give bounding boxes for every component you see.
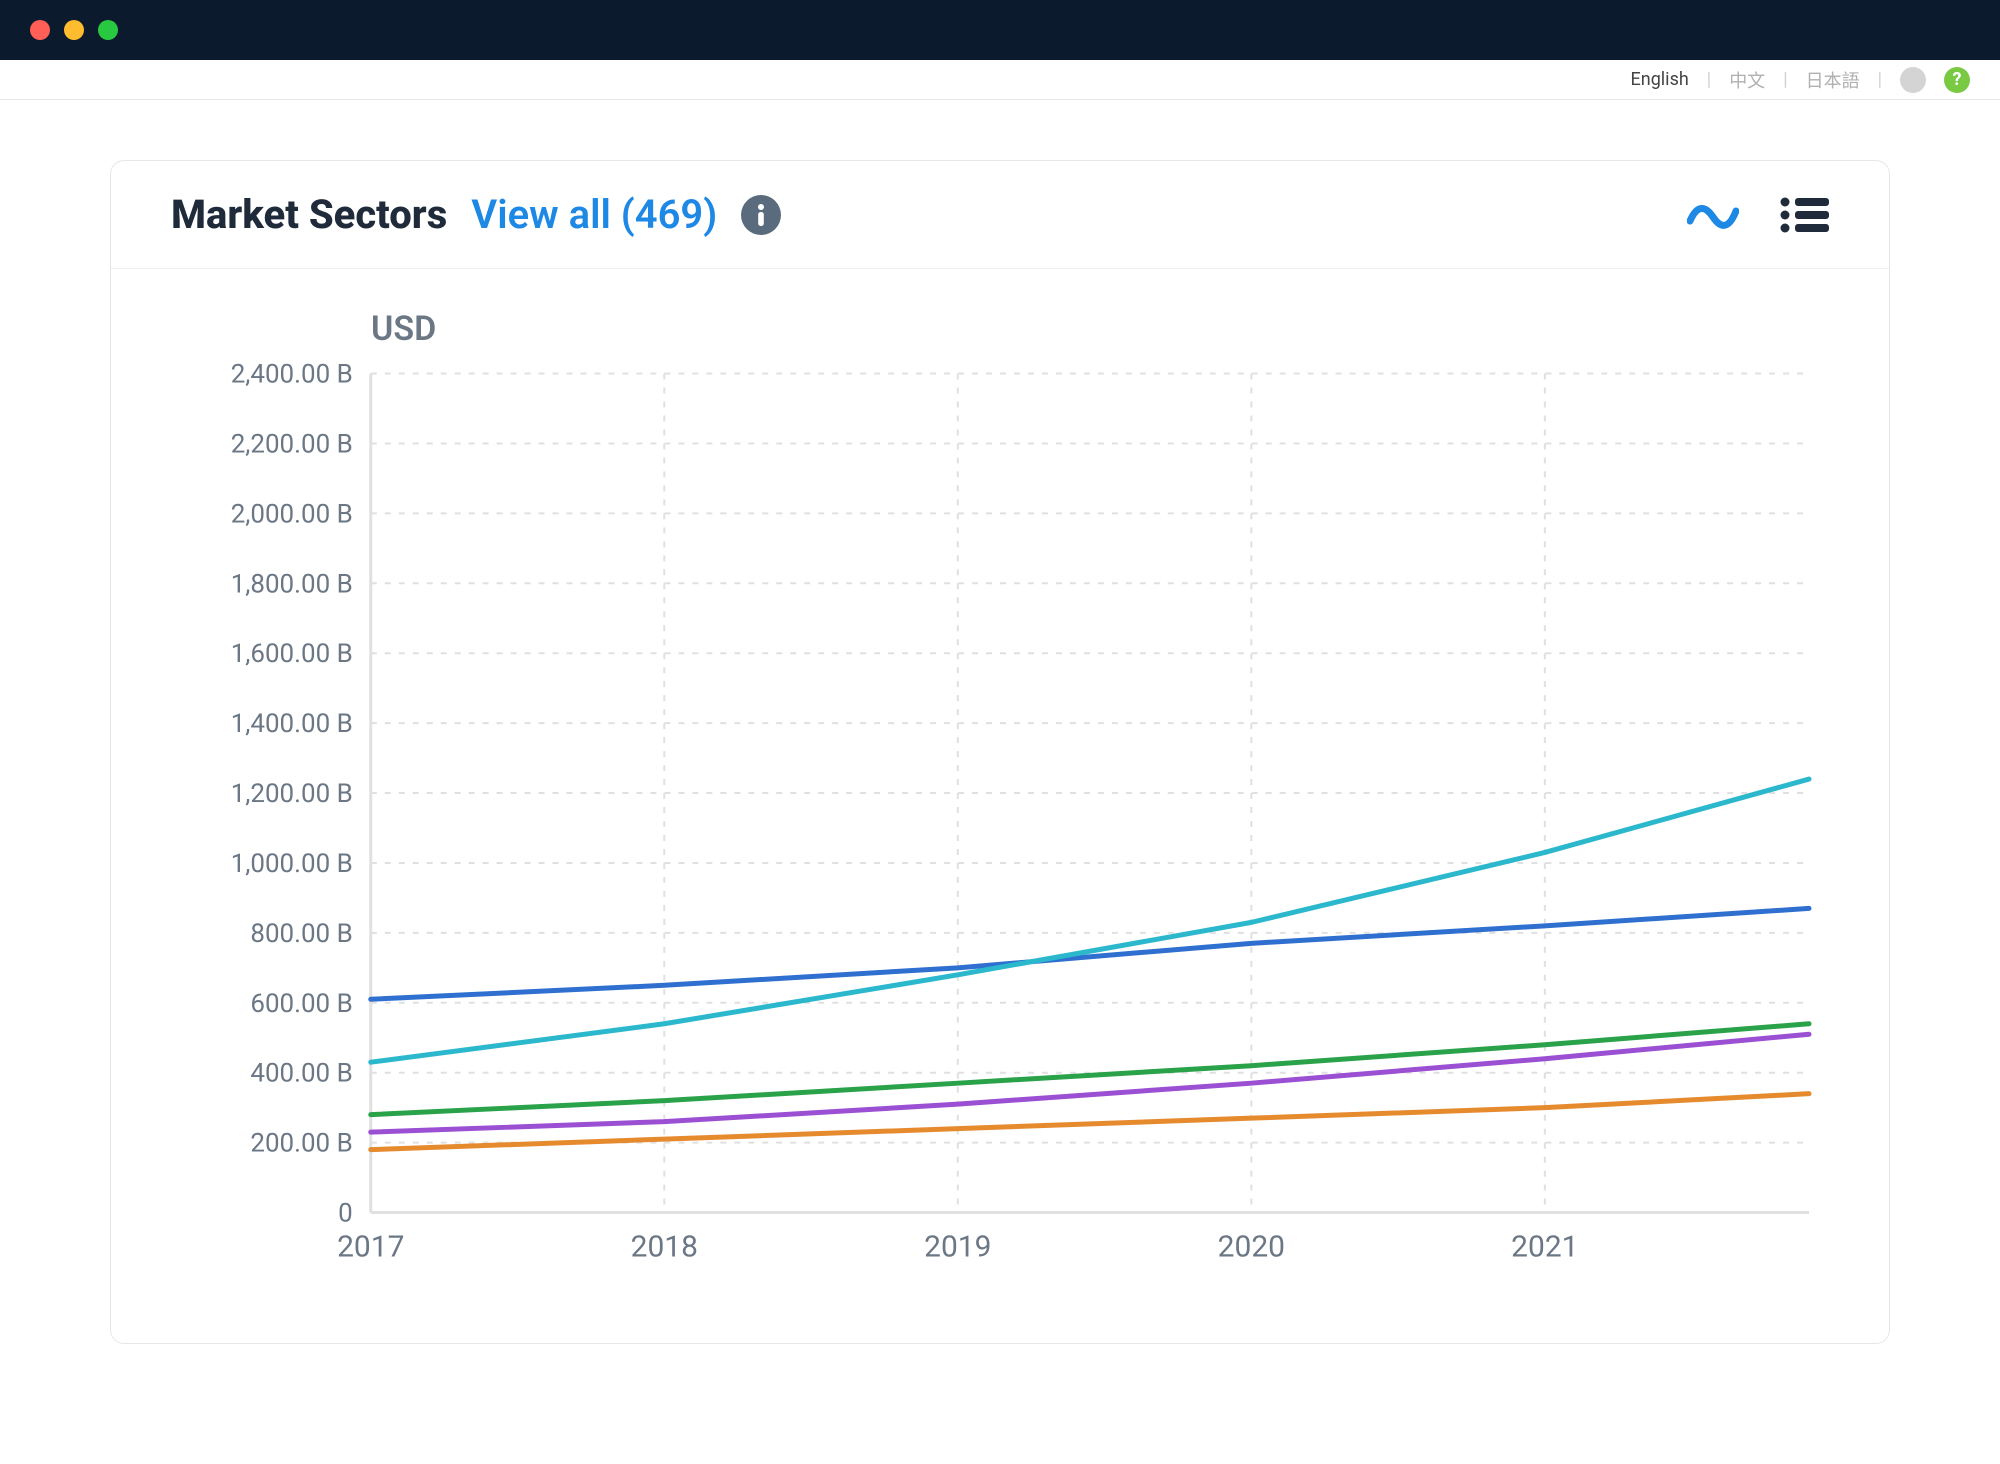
card-header-left: Market Sectors View all (469)	[171, 191, 781, 238]
lang-japanese[interactable]: 日本語	[1806, 67, 1860, 93]
chart-line-series-green	[371, 1024, 1809, 1115]
lang-chinese[interactable]: 中文	[1729, 67, 1765, 93]
view-all-link[interactable]: View all (469)	[471, 191, 717, 238]
help-icon[interactable]: ?	[1944, 67, 1970, 93]
svg-text:2,200.00 B: 2,200.00 B	[231, 429, 353, 459]
svg-text:2020: 2020	[1218, 1229, 1285, 1264]
svg-text:800.00 B: 800.00 B	[250, 919, 352, 949]
chart-area: USD 0 200.00 B 400.00 B 600.00 B 800.00 B 1,0…	[111, 269, 1889, 1343]
line-chart: 0 200.00 B 400.00 B 600.00 B 800.00 B 1,000.0…	[171, 363, 1829, 1283]
svg-text:1,400.00 B: 1,400.00 B	[231, 709, 353, 739]
svg-text:2018: 2018	[631, 1229, 698, 1264]
card-header-right	[1687, 196, 1829, 234]
svg-text:1,800.00 B: 1,800.00 B	[231, 569, 353, 599]
page-body: Market Sectors View all (469)	[0, 100, 2000, 1404]
card-header: Market Sectors View all (469)	[111, 161, 1889, 269]
card-title: Market Sectors	[171, 191, 447, 238]
svg-text:1,200.00 B: 1,200.00 B	[231, 779, 353, 809]
svg-text:2019: 2019	[924, 1229, 991, 1264]
svg-text:0: 0	[338, 1199, 353, 1229]
svg-text:1,600.00 B: 1,600.00 B	[231, 639, 353, 669]
svg-text:2017: 2017	[337, 1229, 404, 1264]
svg-text:2,400.00 B: 2,400.00 B	[231, 363, 353, 390]
window-close-dot[interactable]	[30, 20, 50, 40]
window-titlebar	[0, 0, 2000, 60]
chart-view-icon[interactable]	[1687, 197, 1739, 233]
market-sectors-card: Market Sectors View all (469)	[110, 160, 1890, 1344]
chart-line-series-blue	[371, 908, 1809, 999]
lang-english[interactable]: English	[1631, 69, 1689, 90]
user-avatar-icon[interactable]	[1900, 67, 1926, 93]
lang-separator: |	[1878, 69, 1882, 90]
info-icon[interactable]	[741, 195, 781, 235]
svg-text:600.00 B: 600.00 B	[250, 989, 352, 1019]
window-minimize-dot[interactable]	[64, 20, 84, 40]
chart-line-series-purple	[371, 1034, 1809, 1132]
svg-text:1,000.00 B: 1,000.00 B	[231, 849, 353, 879]
lang-separator: |	[1707, 69, 1711, 90]
svg-text:200.00 B: 200.00 B	[250, 1129, 352, 1159]
svg-text:2,000.00 B: 2,000.00 B	[231, 499, 353, 529]
svg-text:400.00 B: 400.00 B	[250, 1059, 352, 1089]
y-axis-title: USD	[371, 309, 1829, 349]
list-view-icon[interactable]	[1779, 196, 1829, 234]
window-zoom-dot[interactable]	[98, 20, 118, 40]
svg-text:2021: 2021	[1511, 1229, 1578, 1264]
top-strip: English | 中文 | 日本語 | ?	[0, 60, 2000, 100]
lang-separator: |	[1783, 69, 1787, 90]
